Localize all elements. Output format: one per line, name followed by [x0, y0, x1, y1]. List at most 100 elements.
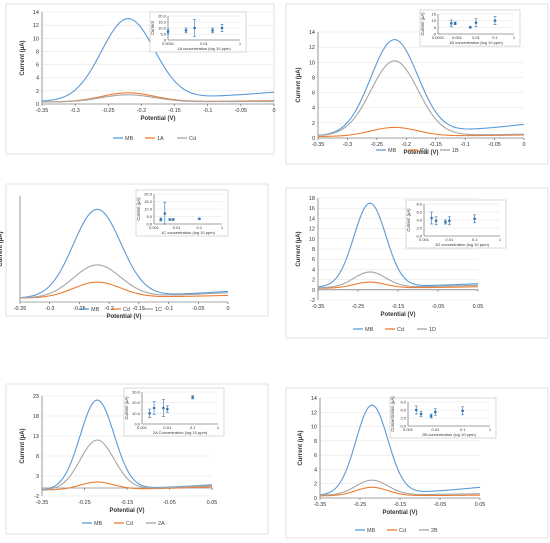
y-axis-label: Current (µA) [296, 67, 302, 102]
legend-entry: 2A [158, 521, 165, 527]
y-axis-label: Current (µA) [20, 40, 26, 75]
legend-entry: MB [365, 327, 374, 333]
inset-data-point [159, 218, 163, 221]
inset-data-point [429, 414, 433, 418]
inset-data-point [434, 219, 438, 223]
y-tick-label: 4 [314, 467, 317, 473]
x-tick-label: -0.35 [312, 304, 325, 310]
inset-x-tick-label: 0.1 [472, 237, 478, 242]
y-tick-label: 10 [309, 60, 315, 66]
legend-entry: MB [367, 528, 376, 534]
inset-x-tick-label: 1 [489, 427, 492, 432]
legend-entry: MB [388, 148, 397, 154]
x-tick-label: -0.35 [312, 142, 325, 148]
x-tick-label: -0.25 [354, 502, 367, 508]
series-line-cd [317, 281, 479, 289]
x-tick-label: -0.2 [402, 142, 411, 148]
x-tick-label: 0 [522, 142, 525, 148]
x-tick-label: -0.3 [343, 142, 352, 148]
y-axis-label: Current (µA) [0, 231, 4, 266]
inset-data-point [453, 22, 457, 25]
y-tick-label: 0 [312, 288, 315, 294]
y-tick-label: 6 [314, 453, 317, 459]
y-tick-label: 6 [312, 91, 315, 97]
y-tick-label: 8 [314, 439, 317, 445]
inset-x-axis-label: 1C concentration (log 10 ppm) [161, 230, 215, 235]
inset-y-tick-label: 0.0 [416, 234, 422, 239]
inset-x-tick-label: 1 [513, 35, 516, 40]
legend-entry: 1C [155, 307, 162, 313]
x-tick-label: -0.35 [36, 108, 49, 114]
inset-y-tick-label: 0.0 [400, 424, 406, 429]
y-tick-label: 18 [309, 196, 315, 202]
inset-y-tick-label: 4.0 [400, 408, 406, 413]
y-tick-label: -2 [34, 494, 39, 500]
inset-data-point [152, 406, 156, 410]
series-line-1b [317, 60, 525, 136]
inset-x-tick-label: 0.001 [149, 225, 160, 230]
inset-y-tick-label: 20.0 [132, 400, 141, 405]
legend-entry: Cd [397, 327, 404, 333]
series-line-mb [317, 202, 479, 288]
x-tick-label: -0.05 [434, 502, 447, 508]
inset-x-tick-label: 0.1 [197, 225, 203, 230]
y-tick-label: 8 [36, 454, 39, 460]
inset-data-point [191, 396, 194, 399]
legend-entry: 2B [431, 528, 438, 534]
inset-x-tick-label: 1 [239, 41, 242, 46]
inset-data-point [184, 29, 188, 32]
x-tick-label: 0.05 [475, 502, 486, 508]
x-tick-label: 0 [226, 306, 229, 312]
x-tick-label: 0.05 [473, 304, 484, 310]
y-tick-label: 2 [312, 278, 315, 284]
x-tick-label: -0.15 [133, 306, 146, 312]
y-tick-label: 13 [33, 434, 39, 440]
y-tick-label: -2 [310, 298, 315, 304]
inset-data-point [474, 21, 478, 24]
inset-data-point [198, 217, 201, 221]
inset-y-axis-label: Current (µA) [420, 12, 425, 36]
x-tick-label: -0.35 [314, 502, 327, 508]
y-tick-label: 12 [33, 23, 39, 29]
inset-data-point [166, 30, 170, 33]
inset-x-tick-label: 1 [217, 425, 220, 430]
x-tick-label: -0.35 [14, 306, 27, 312]
inset-y-tick-label: 20.0 [144, 192, 153, 197]
legend-entry: 1D [429, 327, 436, 333]
inset-x-axis-label: 1A concentration (log 10 ppm) [177, 46, 231, 51]
inset-y-tick-label: 5 [434, 25, 437, 30]
inset-y-tick-label: 6.0 [416, 210, 422, 215]
inset-x-tick-label: 0.1 [492, 35, 498, 40]
y-tick-label: 8 [312, 75, 315, 81]
inset-y-axis-label: Current (µA) [124, 396, 129, 420]
series-line-cd [317, 126, 525, 137]
inset-data-point [419, 412, 423, 416]
chart-panel-6: 0 2 4 6 8 10 12 14 -0.35 -0.25 -0.15 -0.05 0.05 Poten… [285, 387, 549, 539]
legend-entry: Cd [399, 528, 406, 534]
legend-entry: MB [125, 136, 134, 142]
y-axis-label: Current (µA) [298, 430, 304, 465]
y-tick-label: 3 [36, 474, 39, 480]
y-tick-label: 4 [312, 267, 315, 273]
inset-y-tick-label: 10.0 [144, 207, 153, 212]
x-axis-label: Potential (V) [140, 116, 175, 122]
inset-data-point [430, 216, 433, 220]
x-tick-label: -0.2 [137, 108, 146, 114]
series-line-2a [41, 439, 213, 491]
y-tick-label: 6 [36, 63, 39, 69]
inset-y-tick-label: 15.0 [158, 20, 167, 25]
inset-y-tick-label: 2.0 [416, 226, 422, 231]
y-tick-label: 18 [33, 414, 39, 420]
legend-entry: Cd [420, 148, 427, 154]
x-tick-label: -0.15 [168, 108, 181, 114]
legend-entry: 1B [452, 148, 459, 154]
inset-y-axis-label: Current (µA) [406, 208, 411, 232]
inset-x-tick-label: 0.01 [163, 425, 172, 430]
series-line-cd [319, 486, 481, 497]
x-tick-label: 0 [272, 108, 275, 114]
inset-chart: 0.0 2.0 4.0 6.0 0.001 0.01 0.1 1 2B concentratio… [389, 396, 497, 439]
inset-data-point [171, 218, 175, 221]
y-tick-label: 8 [36, 49, 39, 55]
x-tick-label: -0.3 [45, 306, 54, 312]
inset-x-axis-label: 1B concentration (log 10 ppm) [449, 40, 503, 45]
